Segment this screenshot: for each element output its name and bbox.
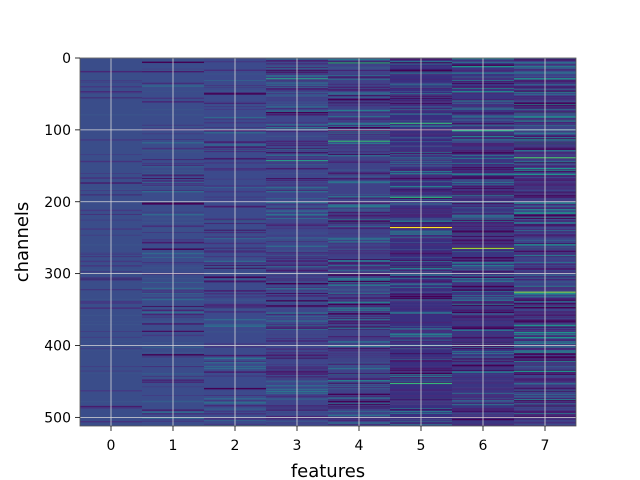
x-axis-label: features bbox=[291, 461, 365, 480]
x-tick-label: 5 bbox=[417, 438, 426, 454]
y-tick-label: 0 bbox=[62, 51, 71, 67]
y-tick-label: 400 bbox=[44, 339, 71, 355]
heatmap-cells bbox=[80, 58, 576, 426]
y-tick-label: 100 bbox=[44, 123, 71, 139]
x-tick-label: 0 bbox=[107, 438, 116, 454]
x-tick-label: 2 bbox=[231, 438, 240, 454]
y-tick-label: 500 bbox=[44, 410, 71, 426]
x-tick-label: 4 bbox=[355, 438, 364, 454]
x-tick-label: 7 bbox=[541, 438, 550, 454]
y-axis-ticks: 0 100 200 300 400 500 bbox=[44, 51, 80, 426]
x-tick-label: 3 bbox=[293, 438, 302, 454]
x-tick-label: 6 bbox=[479, 438, 488, 454]
grid-lines bbox=[80, 58, 576, 426]
x-axis-ticks: 0 1 2 3 4 5 6 7 bbox=[107, 426, 550, 454]
y-axis-label: channels bbox=[12, 202, 33, 283]
x-tick-label: 1 bbox=[169, 438, 178, 454]
plot-frame bbox=[79, 57, 577, 427]
y-tick-label: 300 bbox=[44, 267, 71, 283]
y-tick-label: 200 bbox=[44, 195, 71, 211]
